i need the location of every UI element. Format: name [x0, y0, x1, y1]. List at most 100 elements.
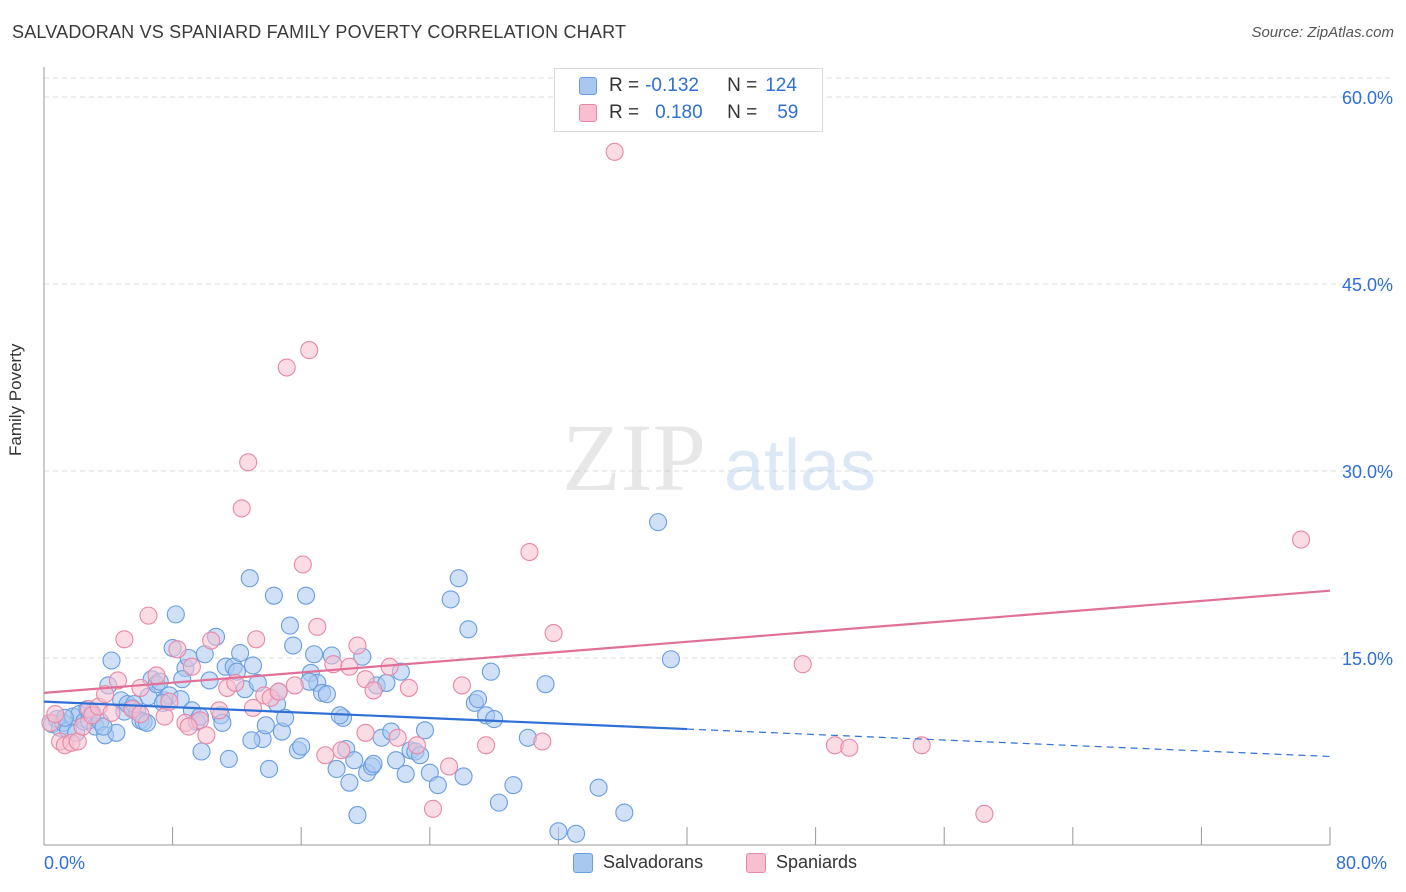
data-point	[284, 636, 303, 655]
source-label: Source: ZipAtlas.com	[1251, 24, 1394, 41]
watermark-atlas: atlas	[724, 426, 876, 506]
data-point	[549, 822, 568, 841]
data-point	[364, 754, 383, 774]
data-point	[239, 453, 258, 472]
r-value: -0.132	[645, 75, 699, 96]
data-point	[285, 676, 304, 695]
legend-row-spaniards: R = 0.180 N = 59	[579, 100, 798, 126]
data-point	[793, 655, 812, 674]
data-point	[975, 804, 994, 823]
data-point	[242, 731, 261, 750]
data-point	[399, 678, 418, 697]
data-point	[232, 499, 251, 518]
data-point	[396, 764, 415, 783]
data-point	[202, 631, 221, 650]
data-point	[296, 586, 316, 605]
correlation-legend: R = -0.132 N = 124 R = 0.180 N = 59	[554, 68, 823, 132]
data-point	[423, 799, 443, 818]
legend-row-salvadorans: R = -0.132 N = 124	[579, 73, 797, 99]
data-point	[293, 555, 312, 574]
data-point	[485, 710, 504, 729]
watermark-zip: ZIP	[562, 404, 706, 511]
data-point	[259, 759, 279, 779]
legend-swatch-blue	[573, 852, 593, 873]
data-point	[269, 682, 288, 701]
r-value: 0.180	[655, 102, 703, 123]
data-point	[345, 751, 364, 770]
data-point	[147, 666, 166, 685]
trend-line-salvadorans	[43, 700, 688, 731]
data-point	[292, 737, 311, 756]
trend-line-spaniards	[43, 589, 1331, 695]
data-point	[173, 670, 192, 689]
x-tick-max: 80.0%	[1336, 853, 1388, 873]
n-value: 124	[765, 75, 797, 96]
data-point	[131, 678, 150, 697]
data-point	[327, 759, 346, 779]
data-point	[536, 675, 555, 694]
data-point	[544, 624, 563, 643]
trend-line-extension	[686, 728, 1331, 758]
data-points	[41, 142, 1311, 843]
data-point	[912, 736, 931, 755]
data-point	[179, 717, 198, 736]
data-point	[441, 590, 460, 609]
y-tick-label: 60.0%	[1342, 88, 1393, 108]
data-point	[615, 803, 634, 822]
legend-label: Salvadorans	[603, 852, 704, 872]
data-point	[661, 650, 680, 669]
data-point	[166, 605, 185, 624]
data-point	[168, 640, 187, 659]
data-point	[589, 778, 608, 797]
data-point	[533, 732, 552, 751]
data-point	[94, 717, 113, 736]
data-point	[139, 606, 158, 625]
chart-title: SALVADORAN VS SPANIARD FAMILY POVERTY CO…	[12, 22, 627, 42]
axes	[43, 67, 1331, 846]
data-point	[489, 793, 508, 812]
data-point	[280, 616, 299, 635]
x-tick-min: 0.0%	[44, 853, 86, 873]
data-point	[649, 513, 668, 532]
data-point	[364, 681, 383, 700]
data-point	[459, 620, 478, 639]
data-point	[308, 617, 327, 636]
n-label: N =	[727, 75, 758, 96]
data-point	[231, 643, 250, 663]
legend-swatch-pink	[746, 852, 766, 873]
n-label: N =	[727, 102, 758, 123]
legend-swatch-blue	[579, 77, 597, 95]
data-point	[46, 705, 65, 724]
legend-swatch-pink	[579, 104, 597, 122]
data-point	[102, 651, 121, 670]
legend-item-spaniards: Spaniards	[746, 852, 857, 873]
data-point	[192, 742, 211, 761]
data-point	[264, 586, 283, 605]
data-point	[388, 728, 407, 747]
y-tick-label: 15.0%	[1342, 649, 1393, 669]
data-point	[115, 630, 134, 649]
data-point	[277, 358, 296, 377]
data-point	[131, 705, 150, 724]
data-point	[348, 636, 367, 655]
data-point	[316, 746, 335, 765]
data-point	[567, 824, 586, 843]
r-label: R =	[609, 102, 640, 123]
data-point	[243, 698, 263, 717]
data-point	[477, 736, 496, 755]
trend-lines	[43, 589, 1331, 758]
y-tick-labels: 15.0% 30.0% 45.0% 60.0%	[1342, 88, 1393, 669]
data-point	[386, 751, 406, 770]
data-point	[468, 690, 488, 709]
data-point	[317, 685, 336, 704]
data-point	[219, 749, 238, 769]
n-value: 59	[777, 102, 799, 123]
data-point	[276, 708, 295, 727]
data-point	[332, 741, 351, 760]
data-point	[197, 726, 216, 745]
legend-label: Spaniards	[776, 852, 858, 872]
data-point	[428, 776, 447, 795]
y-tick-label: 45.0%	[1342, 275, 1393, 295]
data-point	[407, 736, 426, 755]
data-point	[452, 676, 472, 695]
